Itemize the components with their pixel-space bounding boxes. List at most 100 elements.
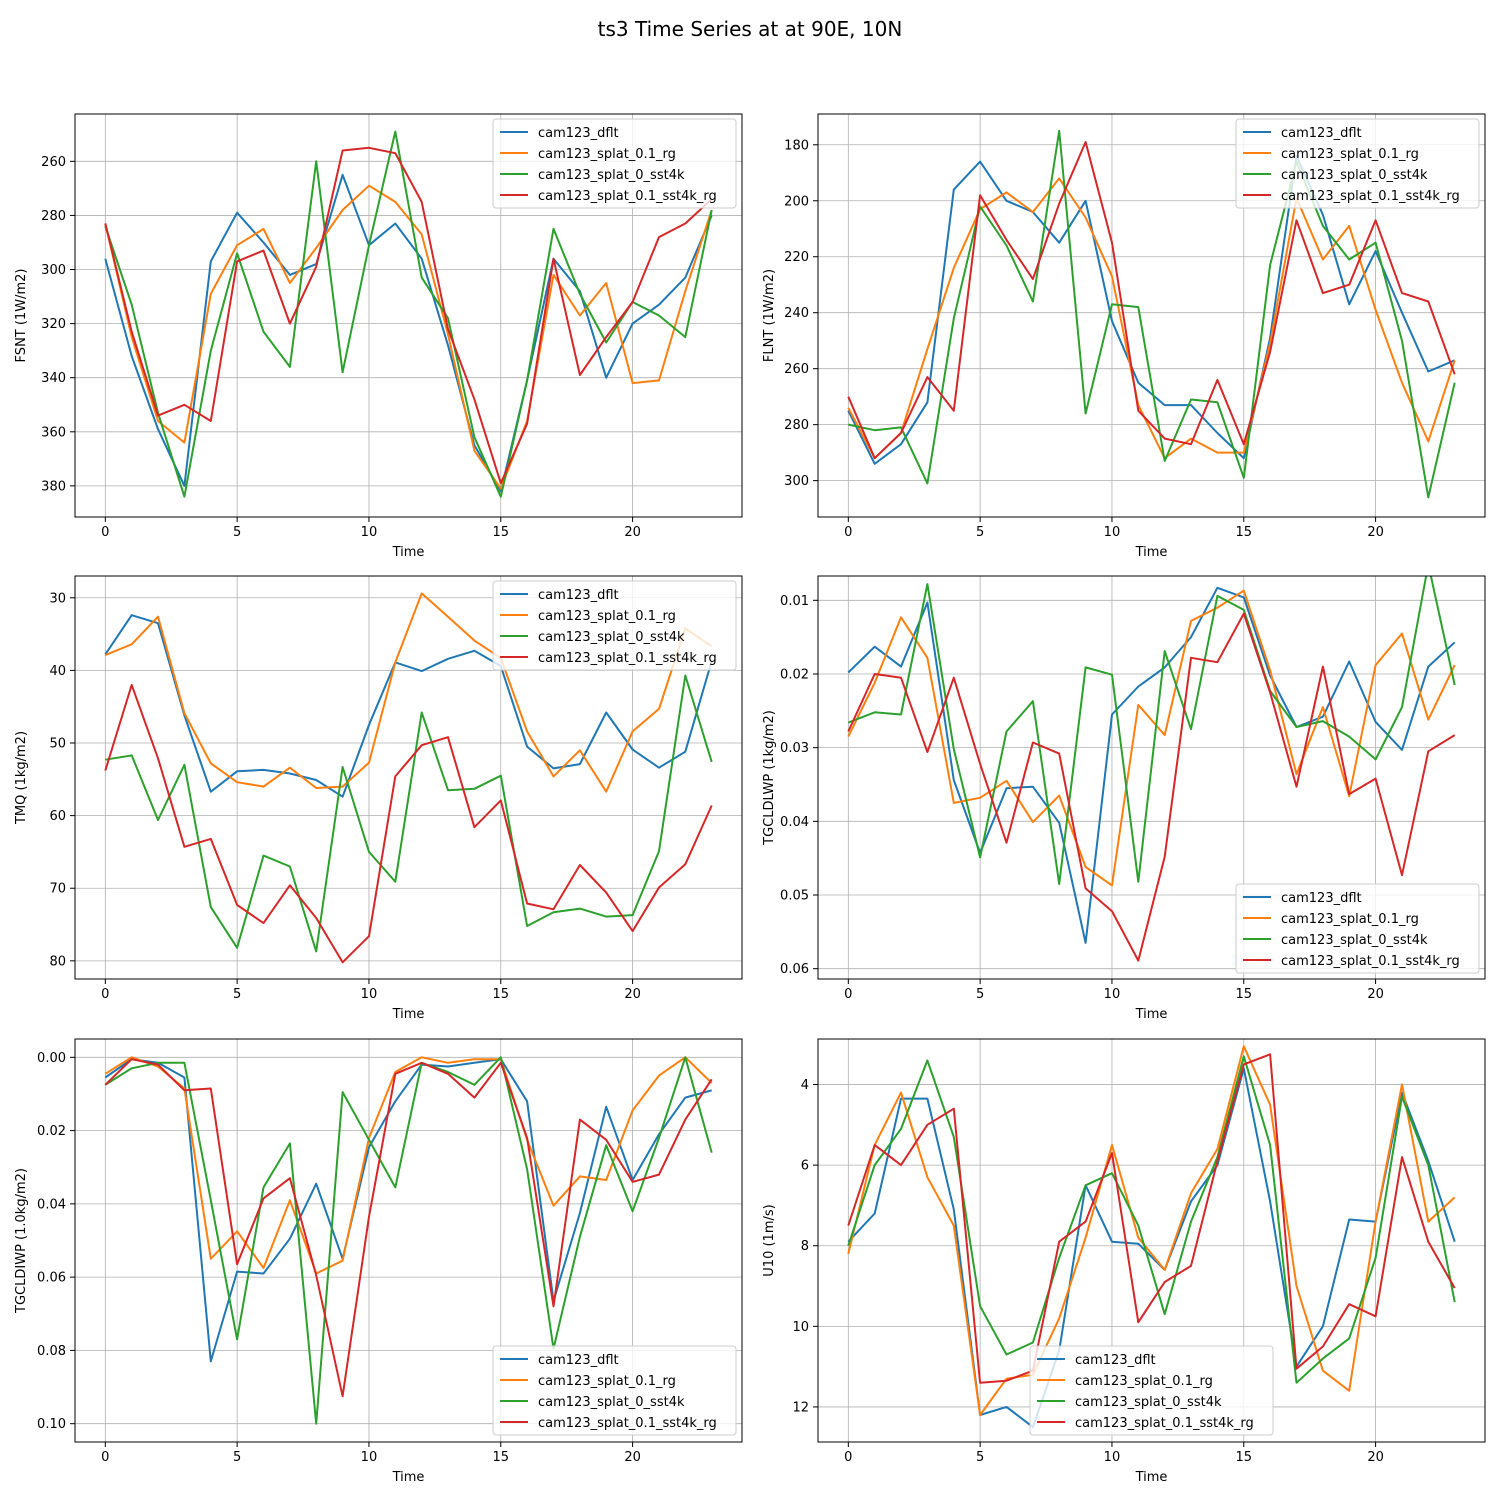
series-line-1 — [847, 586, 1456, 944]
axes-frame — [74, 1038, 743, 1443]
x-tick-label: 5 — [976, 1450, 984, 1465]
y-tick-label: 70 — [49, 882, 66, 897]
legend-label-3: cam123_splat_0_sst4k — [538, 168, 685, 183]
legend: cam123_dflt cam123_splat_0.1_rg cam123_spl… — [1029, 1345, 1274, 1436]
legend-label-2: cam123_splat_0.1_rg — [1075, 1374, 1213, 1389]
legend-label-4: cam123_splat_0.1_sst4k_rg — [538, 1416, 717, 1431]
axes-frame — [74, 575, 743, 980]
series-line-1 — [104, 173, 713, 493]
y-tick-label: 300 — [41, 263, 66, 278]
legend-label-4: cam123_splat_0.1_sst4k_rg — [1075, 1416, 1254, 1431]
x-tick-label: 15 — [492, 525, 509, 540]
y-tick-label: 220 — [784, 250, 809, 265]
y-tick-label: 380 — [41, 479, 66, 494]
axes-frame — [817, 113, 1486, 518]
y-tick-label: 0.02 — [37, 1124, 66, 1139]
series-group — [847, 1045, 1456, 1429]
series-group — [104, 130, 713, 498]
x-tick-label: 10 — [1104, 525, 1121, 540]
x-axis-label: Time — [392, 1007, 425, 1022]
legend-label-4: cam123_splat_0.1_sst4k_rg — [1281, 954, 1460, 969]
series-line-4 — [847, 1053, 1456, 1384]
y-tick-label: 180 — [784, 138, 809, 153]
y-tick-label: 40 — [49, 664, 66, 679]
y-tick-label: 0.06 — [780, 962, 809, 977]
legend-box — [492, 1345, 737, 1436]
series-line-1 — [104, 1058, 712, 1363]
y-tick-label: 280 — [784, 418, 809, 433]
x-tick-label: 20 — [624, 1450, 641, 1465]
legend-label-4: cam123_splat_0.1_sst4k_rg — [538, 651, 717, 666]
y-tick-label: 240 — [784, 306, 809, 321]
legend-box — [1235, 883, 1480, 974]
series-line-1 — [847, 155, 1456, 465]
y-tick-label: 340 — [41, 371, 66, 386]
legend-label-2: cam123_splat_0.1_rg — [1281, 912, 1419, 927]
legend-box — [492, 580, 737, 671]
x-tick-label: 20 — [624, 525, 641, 540]
legend-box — [1029, 1345, 1274, 1436]
legend-box — [492, 118, 737, 209]
x-tick-label: 5 — [233, 525, 241, 540]
y-tick-label: 0.03 — [780, 741, 809, 756]
legend-label-4: cam123_splat_0.1_sst4k_rg — [1281, 189, 1460, 204]
legend-label-3: cam123_splat_0_sst4k — [538, 1395, 685, 1410]
x-tick-label: 15 — [492, 1450, 509, 1465]
series-line-4 — [847, 612, 1456, 962]
y-axis-label: FSNT (1W/m2) — [14, 269, 29, 363]
y-tick-label: 200 — [784, 194, 809, 209]
series-line-1 — [847, 1067, 1456, 1429]
y-tick-label: 300 — [784, 474, 809, 489]
y-tick-label: 0.04 — [37, 1197, 66, 1212]
legend-label-1: cam123_dflt — [1281, 126, 1362, 141]
y-tick-label: 12 — [792, 1400, 809, 1415]
y-tick-label: 30 — [49, 591, 66, 606]
series-line-3 — [105, 674, 713, 953]
x-axis-label: Time — [1135, 1007, 1168, 1022]
axes-frame — [817, 1038, 1486, 1443]
legend-label-2: cam123_splat_0.1_rg — [538, 1374, 676, 1389]
x-tick-label: 15 — [1235, 987, 1252, 1002]
series-group — [847, 129, 1456, 499]
series-line-2 — [104, 1056, 713, 1275]
legend-label-1: cam123_dflt — [1075, 1353, 1156, 1368]
legend-label-2: cam123_splat_0.1_rg — [538, 609, 676, 624]
legend-label-4: cam123_splat_0.1_sst4k_rg — [538, 189, 717, 204]
y-tick-label: 50 — [49, 737, 66, 752]
series-line-2 — [847, 1045, 1456, 1416]
y-tick-label: 260 — [41, 155, 66, 170]
x-tick-label: 15 — [492, 987, 509, 1002]
series-line-4 — [847, 141, 1456, 460]
y-tick-label: 60 — [49, 809, 66, 824]
legend-label-2: cam123_splat_0.1_rg — [1281, 147, 1419, 162]
y-tick-label: 260 — [784, 362, 809, 377]
y-axis-label: TGCLDLWP (1kg/m2) — [762, 710, 777, 846]
y-axis-label: U10 (1m/s) — [762, 1204, 777, 1276]
subplot-3: 0 5 10 15 20 30 40 50 60 70 80 Time TMQ (1kg/m2) cam1… — [14, 575, 743, 1022]
axes-frame — [74, 113, 743, 518]
x-tick-label: 5 — [976, 987, 984, 1002]
y-tick-label: 0.04 — [780, 815, 809, 830]
legend-label-1: cam123_dflt — [538, 126, 619, 141]
y-tick-label: 10 — [792, 1320, 809, 1335]
legend: cam123_dflt cam123_splat_0.1_rg cam123_spl… — [492, 118, 737, 209]
x-axis-label: Time — [1135, 1470, 1168, 1485]
x-axis-label: Time — [392, 545, 425, 560]
x-tick-label: 15 — [1235, 1450, 1252, 1465]
x-tick-label: 10 — [361, 1450, 378, 1465]
x-tick-label: 5 — [233, 1450, 241, 1465]
x-tick-label: 0 — [101, 525, 109, 540]
subplot-1: 0 5 10 15 20 260 280 300 320 340 360 380 Time FSNT (1… — [14, 113, 743, 560]
y-tick-label: 4 — [801, 1078, 809, 1093]
legend: cam123_dflt cam123_splat_0.1_rg cam123_spl… — [1235, 118, 1480, 209]
series-line-3 — [104, 130, 713, 498]
x-tick-label: 10 — [1104, 987, 1121, 1002]
series-group — [847, 576, 1456, 962]
series-line-4 — [104, 1058, 713, 1398]
x-tick-label: 10 — [361, 987, 378, 1002]
legend-label-1: cam123_dflt — [538, 1353, 619, 1368]
subplot-6: 0 5 10 15 20 4 6 8 10 12 Time U10 (1m/s) cam123_dflt… — [762, 1038, 1486, 1485]
x-axis-label: Time — [1135, 545, 1168, 560]
